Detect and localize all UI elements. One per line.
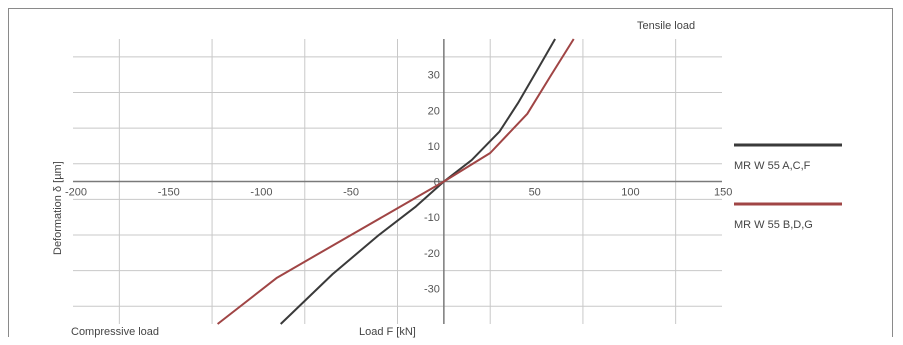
- legend: MR W 55 A,C,F MR W 55 B,D,G: [734, 143, 842, 231]
- legend-label-series-1: MR W 55 A,C,F: [734, 160, 811, 172]
- x-tick-label: 150: [714, 187, 732, 199]
- series-lines: [216, 38, 575, 325]
- chart-frame: -200 -150 -100 -50 50 100 150 30 20 10 0 -10 -20 -30 …: [8, 8, 893, 338]
- series-line-1: [280, 38, 556, 325]
- y-tick-label: -30: [424, 283, 440, 295]
- y-tick-label: 20: [428, 105, 440, 117]
- legend-label-series-2: MR W 55 B,D,G: [734, 219, 813, 231]
- series-line-2: [216, 38, 575, 325]
- x-tick-label: 50: [529, 187, 541, 199]
- y-tick-label: 30: [428, 70, 440, 82]
- x-tick-label: -150: [158, 187, 180, 199]
- compressive-load-label: Compressive load: [71, 326, 159, 338]
- x-tick-label: -200: [65, 187, 87, 199]
- y-axis-label: Deformation δ [µm]: [52, 161, 64, 255]
- tensile-load-label: Tensile load: [637, 20, 695, 32]
- y-tick-label: -10: [424, 212, 440, 224]
- y-tick-label: -20: [424, 248, 440, 260]
- x-axis-label: Load F [kN]: [359, 326, 416, 338]
- y-tick-label: 10: [428, 141, 440, 153]
- y-tick-label: 0: [434, 177, 440, 189]
- x-tick-label: -100: [250, 187, 272, 199]
- x-tick-label: 100: [621, 187, 639, 199]
- x-tick-label: -50: [343, 187, 359, 199]
- deformation-load-chart: -200 -150 -100 -50 50 100 1503020100-10-20-30 …: [52, 20, 842, 338]
